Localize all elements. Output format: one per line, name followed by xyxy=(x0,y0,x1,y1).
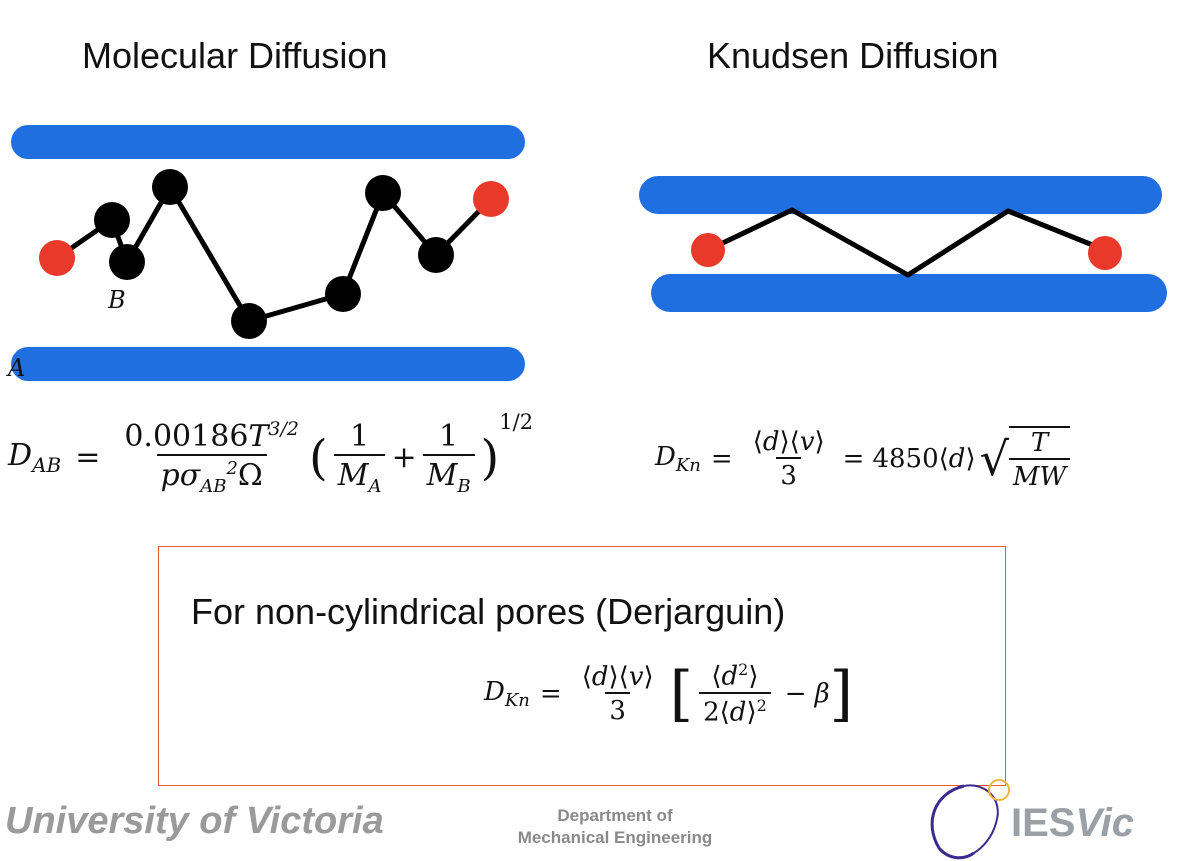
molecular-particle xyxy=(325,276,361,312)
molecular-particle xyxy=(365,175,401,211)
knudsen-diffusion-title: Knudsen Diffusion xyxy=(707,35,999,76)
molecular-particle xyxy=(231,303,267,339)
label-b: B xyxy=(107,286,126,314)
molecular-particle xyxy=(418,237,454,273)
molecular-particle xyxy=(152,169,188,205)
molecular-particle xyxy=(94,202,130,238)
derjarguin-box: For non-cylindrical pores (Derjarguin) D… xyxy=(158,546,1006,786)
university-name: University of Victoria xyxy=(5,800,384,842)
iesvic-logo-icon xyxy=(930,779,1010,860)
derjarguin-box-title: For non-cylindrical pores (Derjarguin) xyxy=(191,591,786,632)
knudsen-end-point xyxy=(1088,236,1122,270)
derjarguin-equation: DKn = ⟨d⟩⟨v⟩ 3 [ ⟨d2⟩ 2⟨d⟩2 − β ] xyxy=(484,659,854,729)
logo-text-italic: Vic xyxy=(1075,801,1135,845)
molecular-diffusion-equation: DAB = 0.00186T3/2 pσAB2Ω ( 1 MA + 1 MB )… xyxy=(8,409,534,498)
department-line-1: Department of xyxy=(557,806,673,825)
knudsen-diffusion-equation: DKn = ⟨d⟩⟨v⟩ 3 = 4850⟨ d ⟩ √ T MW xyxy=(655,426,1076,492)
department-name: Department of Mechanical Engineering xyxy=(515,805,715,849)
molecular-particle xyxy=(109,244,145,280)
knudsen-path xyxy=(706,207,1106,278)
department-line-2: Mechanical Engineering xyxy=(517,828,713,847)
molecular-end-point xyxy=(473,181,509,217)
molecular-start-point xyxy=(39,240,75,276)
molecular-diffusion-title: Molecular Diffusion xyxy=(82,35,388,76)
label-a: A xyxy=(6,354,25,382)
iesvic-logo-text: IESVic xyxy=(1011,801,1134,846)
logo-text-plain: IES xyxy=(1011,801,1076,845)
knudsen-start-point xyxy=(691,233,725,267)
